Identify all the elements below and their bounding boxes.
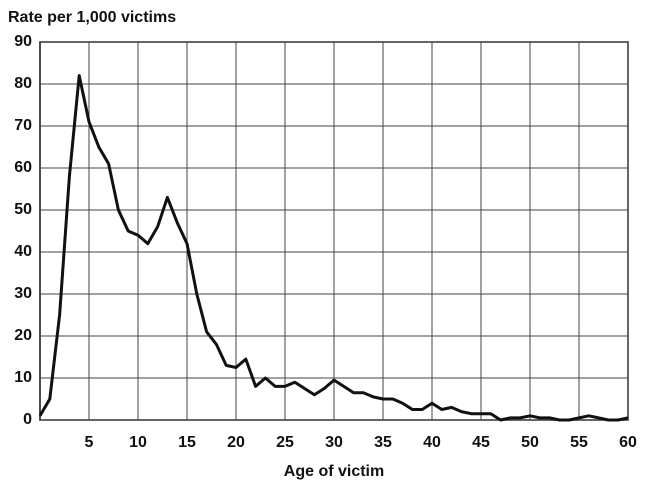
y-tick-label: 80 <box>14 75 32 92</box>
y-tick-label: 10 <box>14 369 32 386</box>
y-tick-label: 30 <box>14 285 32 302</box>
data-line <box>38 74 629 422</box>
y-tick-label: 40 <box>14 243 32 260</box>
x-tick-label: 35 <box>374 434 392 451</box>
x-tick-label: 15 <box>178 434 196 451</box>
x-tick-label: 5 <box>85 434 94 451</box>
x-tick-label: 30 <box>325 434 343 451</box>
y-tick-label: 50 <box>14 201 32 218</box>
x-tick-label: 25 <box>276 434 294 451</box>
y-tick-label: 60 <box>14 159 32 176</box>
x-axis-label: Age of victim <box>284 463 384 480</box>
y-tick-label: 0 <box>23 411 32 428</box>
x-tick-label: 45 <box>472 434 490 451</box>
y-tick-label: 90 <box>14 33 32 50</box>
x-tick-label: 50 <box>521 434 539 451</box>
x-tick-label: 55 <box>570 434 588 451</box>
x-tick-label: 20 <box>227 434 245 451</box>
x-tick-label: 40 <box>423 434 441 451</box>
x-tick-label: 10 <box>129 434 147 451</box>
y-axis-label: Rate per 1,000 victims <box>8 9 176 26</box>
y-tick-label: 20 <box>14 327 32 344</box>
x-tick-label: 60 <box>619 434 637 451</box>
y-tick-label: 70 <box>14 117 32 134</box>
